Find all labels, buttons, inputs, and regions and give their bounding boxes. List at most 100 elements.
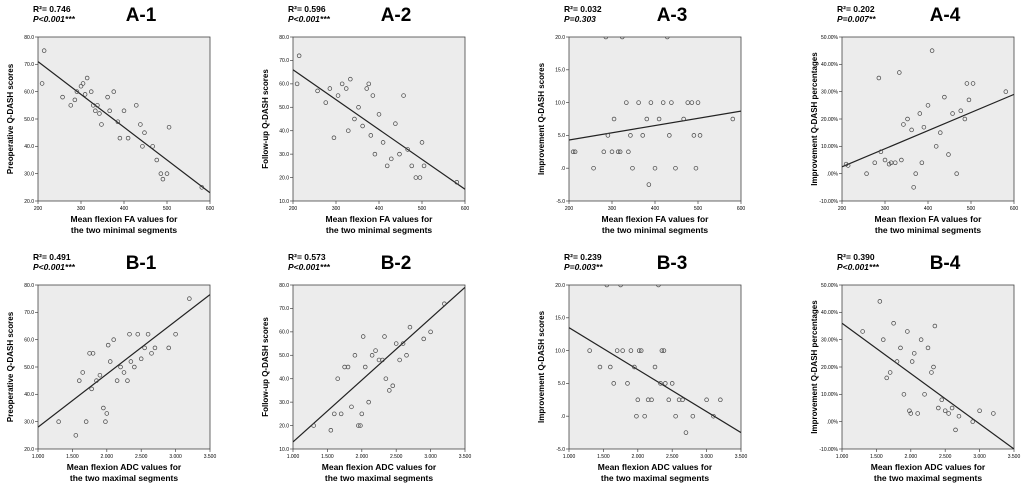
data-point [638,348,644,353]
y-tick-label: 20.0 [279,423,289,429]
data-point [660,100,666,105]
data-point [956,413,962,419]
y-tick-label: 15.0 [555,68,565,74]
data-point [640,133,645,138]
data-point [921,124,927,130]
data-point [442,301,447,306]
data-point [1003,89,1009,94]
y-tick-label: 30.0 [24,419,34,425]
data-point [656,116,662,122]
data-point [680,397,685,403]
y-tick-label: .0 [561,414,565,420]
data-point [296,53,302,58]
p-value-label: P<0.001*** [837,262,880,272]
data-point [913,171,918,176]
data-point [117,135,123,141]
data-point [949,405,955,411]
y-tick-label: 30.0 [24,171,34,177]
data-point [114,378,120,383]
data-point [929,48,935,53]
data-point [663,381,668,386]
data-point [315,88,320,94]
data-point [730,116,736,122]
data-point [925,345,931,351]
panel-title: A-1 [126,5,157,26]
x-tick-label: 600 [461,206,470,212]
y-tick-label: 30.00% [821,337,839,343]
data-point [397,357,402,363]
y-tick-label: 50.0 [279,353,289,359]
r2-label: R²= 0.032 [564,4,602,14]
data-point [405,147,410,152]
data-point [356,105,361,110]
x-tick-label: 600 [737,206,746,212]
y-tick-label: 50.0 [24,365,34,371]
data-point [134,103,139,108]
data-point [383,376,389,381]
plot-area [568,36,742,202]
y-tick-label: 50.00% [821,283,839,289]
x-tick-label: 2.000 [905,454,918,460]
x-axis-label-line: Mean flexion ADC values for [598,462,713,472]
data-point [142,130,147,135]
data-point [80,370,85,375]
y-tick-label: 40.00% [821,62,839,68]
data-point [121,108,127,114]
data-point [860,329,865,334]
y-tick-label: 5.0 [558,381,565,387]
data-point [929,370,934,375]
data-point [942,408,948,413]
data-point [360,123,365,129]
data-point [605,133,611,138]
data-point [617,149,623,155]
data-point [88,89,94,94]
data-point [925,103,931,108]
data-point [373,348,378,353]
data-point [338,411,344,417]
data-point [891,321,896,326]
y-tick-label: 80.0 [24,283,34,289]
y-tick-label: 60.0 [24,337,34,343]
data-point [107,108,112,114]
data-point [138,122,143,127]
data-point [111,89,117,94]
data-point [881,337,886,342]
y-axis-label: Preoperative Q-DASH scores [6,63,15,174]
y-tick-label: -10.00% [819,199,838,205]
regression-line [38,294,210,428]
data-point [619,37,625,40]
x-axis-label-line: Mean flexion ADC values for [871,462,986,472]
data-point [587,348,592,353]
data-point [166,124,172,130]
y-tick-label: 5.0 [558,133,565,139]
x-tick-label: 400 [120,206,129,212]
data-point [676,397,682,403]
data-point [718,397,723,403]
data-point [909,127,914,133]
data-point [899,157,904,163]
data-point [673,165,678,171]
data-point [876,75,882,81]
x-tick-label: 400 [924,206,933,212]
x-tick-label: 500 [163,206,172,212]
x-tick-label: 400 [651,206,660,212]
data-point [152,345,158,351]
data-point [343,86,349,91]
data-point [125,378,130,383]
data-point [428,329,433,335]
data-point [393,121,398,126]
data-point [845,163,851,168]
y-axis-label: Improvement Q-DASH percentages [810,300,819,434]
data-point [918,337,924,342]
y-axis-label: Preoperative Q-DASH scores [6,311,15,422]
x-tick-label: 2.000 [356,454,369,460]
data-point [390,383,396,388]
data-point [366,399,371,405]
data-point [882,157,888,163]
data-point [68,103,74,108]
